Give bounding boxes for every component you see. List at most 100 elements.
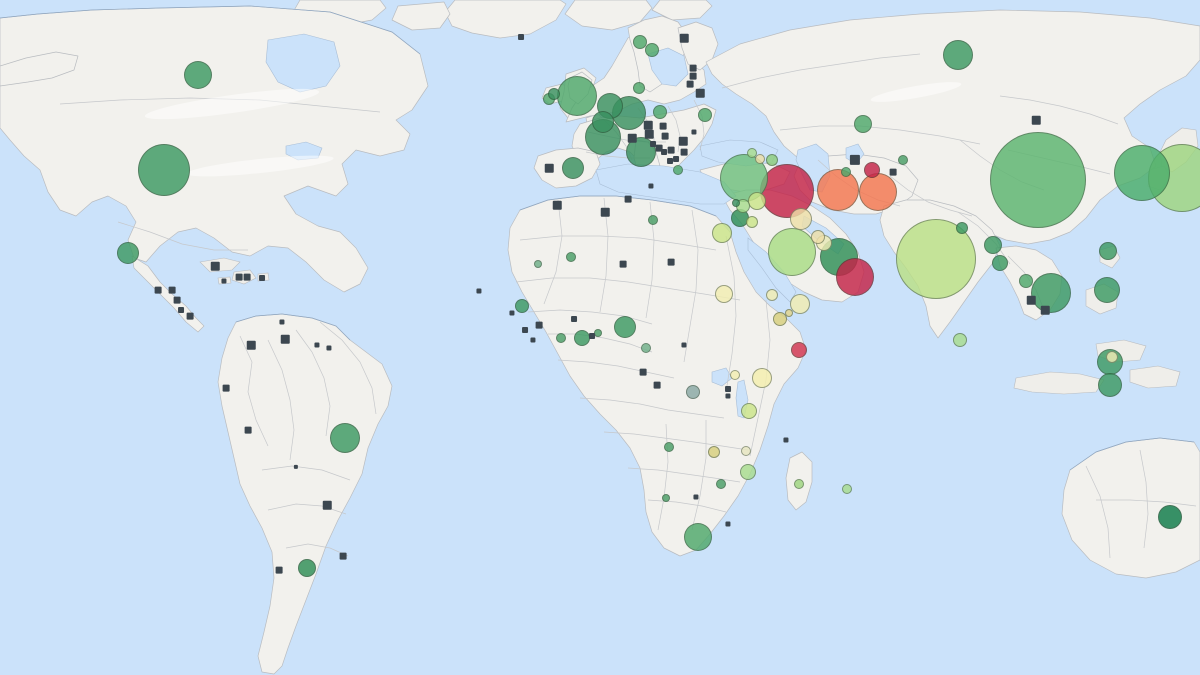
map-marker-square[interactable]: [552, 200, 562, 210]
map-marker-square[interactable]: [639, 368, 647, 376]
map-marker-bubble[interactable]: [684, 523, 712, 551]
map-marker-square[interactable]: [725, 386, 731, 392]
map-marker-square[interactable]: [689, 72, 697, 80]
map-marker-square[interactable]: [1031, 115, 1041, 125]
map-marker-square[interactable]: [244, 426, 252, 434]
map-marker-square[interactable]: [725, 521, 731, 527]
map-marker-bubble[interactable]: [534, 260, 542, 268]
map-marker-bubble[interactable]: [1114, 145, 1170, 201]
map-marker-square[interactable]: [686, 80, 694, 88]
map-marker-square[interactable]: [544, 163, 554, 173]
map-marker-bubble[interactable]: [648, 215, 658, 225]
map-marker-square[interactable]: [680, 148, 688, 156]
map-marker-bubble[interactable]: [817, 169, 859, 211]
map-marker-square[interactable]: [667, 158, 673, 164]
map-marker-square[interactable]: [178, 307, 184, 313]
map-marker-square[interactable]: [222, 384, 230, 392]
map-marker-bubble[interactable]: [841, 167, 851, 177]
map-marker-bubble[interactable]: [117, 242, 139, 264]
map-marker-bubble[interactable]: [138, 144, 190, 196]
map-marker-bubble[interactable]: [557, 76, 597, 116]
map-marker-bubble[interactable]: [859, 173, 897, 211]
map-marker-bubble[interactable]: [740, 464, 756, 480]
map-marker-bubble[interactable]: [732, 199, 740, 207]
map-marker-square[interactable]: [695, 88, 705, 98]
map-marker-bubble[interactable]: [785, 309, 793, 317]
map-marker-square[interactable]: [725, 393, 731, 399]
map-marker-square[interactable]: [246, 340, 256, 350]
map-marker-bubble[interactable]: [752, 368, 772, 388]
map-marker-bubble[interactable]: [1106, 351, 1118, 363]
map-marker-bubble[interactable]: [653, 105, 667, 119]
map-marker-square[interactable]: [689, 64, 697, 72]
map-marker-bubble[interactable]: [1019, 274, 1033, 288]
map-marker-bubble[interactable]: [790, 294, 810, 314]
map-marker-bubble[interactable]: [746, 216, 758, 228]
map-marker-square[interactable]: [643, 120, 653, 130]
map-marker-square[interactable]: [322, 500, 332, 510]
map-marker-bubble[interactable]: [854, 115, 872, 133]
map-marker-bubble[interactable]: [741, 446, 751, 456]
map-marker-bubble[interactable]: [662, 494, 670, 502]
map-marker-bubble[interactable]: [548, 88, 560, 100]
map-marker-square[interactable]: [624, 195, 632, 203]
map-marker-bubble[interactable]: [716, 479, 726, 489]
map-marker-square[interactable]: [1026, 295, 1036, 305]
map-marker-square[interactable]: [661, 132, 669, 140]
map-marker-square[interactable]: [693, 494, 699, 500]
map-marker-bubble[interactable]: [1158, 505, 1182, 529]
map-marker-square[interactable]: [659, 122, 667, 130]
map-marker-square[interactable]: [509, 310, 515, 316]
map-marker-bubble[interactable]: [992, 255, 1008, 271]
map-marker-bubble[interactable]: [614, 316, 636, 338]
map-marker-square[interactable]: [589, 333, 595, 339]
map-marker-bubble[interactable]: [633, 35, 647, 49]
map-marker-square[interactable]: [600, 207, 610, 217]
map-marker-square[interactable]: [679, 33, 689, 43]
map-marker-bubble[interactable]: [712, 223, 732, 243]
map-marker-square[interactable]: [275, 566, 283, 574]
map-marker-square[interactable]: [530, 337, 536, 343]
map-marker-bubble[interactable]: [747, 148, 757, 158]
map-marker-bubble[interactable]: [943, 40, 973, 70]
map-marker-bubble[interactable]: [766, 154, 778, 166]
map-marker-square[interactable]: [783, 437, 789, 443]
map-marker-square[interactable]: [476, 288, 482, 294]
map-marker-bubble[interactable]: [794, 479, 804, 489]
map-marker-square[interactable]: [186, 312, 194, 320]
map-marker-bubble[interactable]: [836, 258, 874, 296]
map-marker-square[interactable]: [681, 342, 687, 348]
map-marker-square[interactable]: [259, 275, 265, 281]
map-marker-square[interactable]: [235, 273, 243, 281]
map-marker-bubble[interactable]: [645, 43, 659, 57]
map-marker-bubble[interactable]: [1099, 242, 1117, 260]
map-marker-square[interactable]: [648, 183, 654, 189]
map-marker-square[interactable]: [210, 261, 220, 271]
map-marker-square[interactable]: [522, 327, 528, 333]
map-marker-square[interactable]: [655, 144, 663, 152]
map-marker-square[interactable]: [889, 168, 897, 176]
map-marker-square[interactable]: [673, 156, 679, 162]
map-marker-bubble[interactable]: [715, 285, 733, 303]
map-marker-square[interactable]: [279, 319, 285, 325]
map-marker-bubble[interactable]: [594, 329, 602, 337]
map-marker-bubble[interactable]: [791, 342, 807, 358]
map-marker-square[interactable]: [154, 286, 162, 294]
map-marker-square[interactable]: [293, 464, 299, 470]
map-marker-bubble[interactable]: [790, 208, 812, 230]
map-marker-square[interactable]: [243, 273, 251, 281]
map-marker-bubble[interactable]: [766, 289, 778, 301]
map-marker-square[interactable]: [326, 345, 332, 351]
map-marker-square[interactable]: [280, 334, 290, 344]
map-marker-bubble[interactable]: [773, 312, 787, 326]
map-marker-square[interactable]: [650, 141, 656, 147]
map-marker-square[interactable]: [168, 286, 176, 294]
map-marker-bubble[interactable]: [1094, 277, 1120, 303]
map-marker-bubble[interactable]: [566, 252, 576, 262]
map-marker-bubble[interactable]: [748, 192, 766, 210]
map-marker-bubble[interactable]: [330, 423, 360, 453]
map-marker-bubble[interactable]: [953, 333, 967, 347]
map-marker-bubble[interactable]: [956, 222, 968, 234]
map-marker-square[interactable]: [661, 149, 667, 155]
